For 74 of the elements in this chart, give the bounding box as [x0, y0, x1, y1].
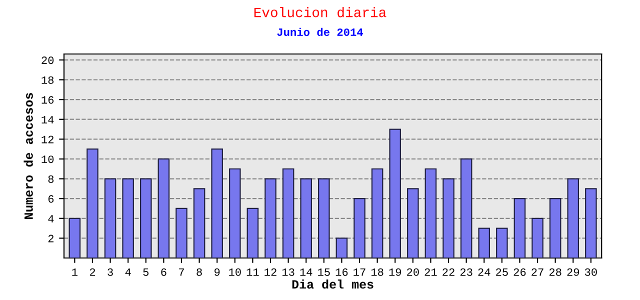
x-tick-label: 2 [90, 268, 96, 276]
bar [211, 148, 223, 258]
bar [264, 178, 276, 258]
y-tick-label: 20 [42, 56, 54, 64]
x-tick-label: 3 [108, 268, 113, 276]
x-tick-label: 29 [567, 268, 580, 276]
y-tick-label: 2 [48, 234, 54, 242]
bar [122, 178, 134, 258]
bar [158, 158, 170, 258]
x-tick-label: 14 [300, 268, 312, 276]
bar [407, 188, 419, 258]
x-tick-label: 7 [179, 268, 184, 276]
bar [371, 168, 384, 258]
x-tick-label: 1 [72, 268, 78, 276]
bar [228, 168, 241, 258]
bar [442, 178, 454, 258]
x-tick-label: 28 [549, 268, 562, 276]
x-tick-label: 20 [407, 268, 419, 276]
y-tick-label: 14 [42, 116, 54, 124]
x-tick-label: 19 [389, 268, 401, 276]
x-tick-label: 6 [161, 268, 166, 276]
bar [86, 148, 98, 258]
bar [176, 208, 188, 258]
y-tick-label: 6 [48, 195, 54, 203]
x-tick-label: 24 [478, 268, 490, 276]
bar [460, 158, 472, 258]
y-tick-label: 16 [42, 96, 54, 104]
bar [424, 168, 437, 258]
bar [246, 208, 259, 258]
bar [478, 228, 490, 258]
y-tick-label: 10 [42, 156, 54, 164]
bar [496, 228, 508, 258]
y-tick-label: 18 [42, 76, 54, 84]
x-tick-label: 25 [496, 268, 508, 276]
bar [140, 178, 152, 258]
x-tick-label: 4 [125, 268, 131, 276]
bar [532, 218, 544, 258]
x-tick-label: 10 [229, 268, 241, 276]
bar [354, 198, 366, 258]
bar [336, 238, 348, 258]
chart-subtitle: Junio de 2014 [277, 28, 364, 36]
x-tick-label: 11 [246, 268, 259, 276]
bar [300, 178, 312, 258]
y-tick-label: 12 [42, 136, 54, 144]
x-tick-label: 13 [282, 268, 294, 276]
x-tick-label: 18 [371, 268, 384, 276]
x-tick-label: 21 [424, 268, 437, 276]
x-tick-label: 30 [584, 268, 597, 276]
y-axis-title: Numero de accesos [24, 93, 33, 219]
x-tick-label: 5 [143, 268, 149, 276]
x-tick-label: 9 [214, 268, 220, 276]
y-tick-label: 4 [48, 215, 54, 222]
bar [585, 188, 597, 258]
x-axis-title: Dia del mes [292, 279, 374, 289]
bar [193, 188, 206, 258]
chart-title: Evolucion diaria [254, 7, 386, 18]
bar [104, 178, 116, 258]
bar [389, 128, 401, 258]
x-tick-label: 26 [514, 268, 526, 276]
x-tick-label: 16 [336, 268, 348, 276]
x-tick-label: 22 [442, 268, 454, 276]
x-tick-label: 17 [354, 268, 366, 276]
bar [567, 178, 580, 258]
x-tick-label: 15 [318, 268, 330, 276]
bar [282, 168, 294, 258]
x-tick-label: 12 [264, 268, 276, 276]
x-tick-label: 27 [532, 268, 544, 276]
x-tick-label: 23 [460, 268, 472, 276]
x-tick-label: 8 [196, 268, 202, 276]
bar [68, 218, 81, 258]
bar [318, 178, 330, 258]
y-tick-label: 8 [48, 175, 54, 183]
bar [549, 198, 562, 258]
bar [514, 198, 526, 258]
